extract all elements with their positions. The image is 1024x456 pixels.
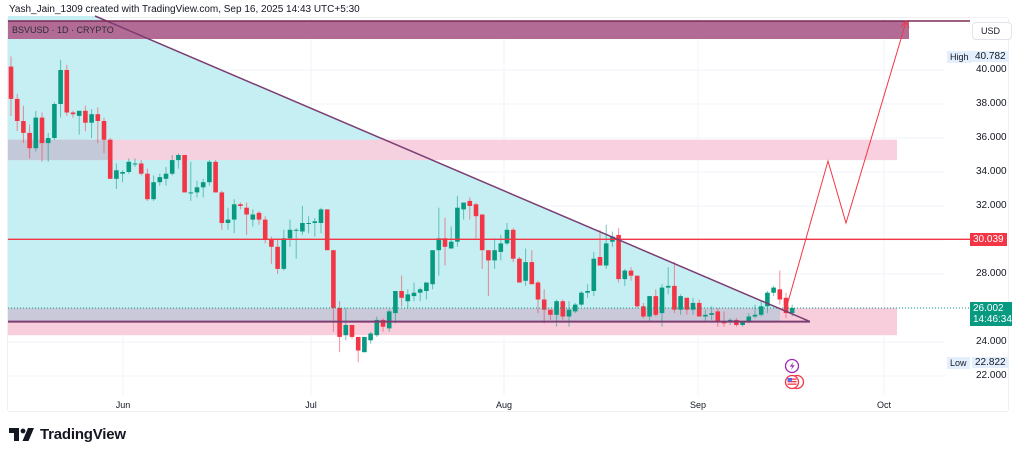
tradingview-logo[interactable]: TradingView bbox=[9, 426, 126, 443]
triangle-upper-trendline[interactable] bbox=[94, 15, 811, 323]
low-value: 22.822 bbox=[972, 357, 1009, 368]
time-tick: Oct bbox=[876, 400, 892, 410]
candles bbox=[8, 56, 795, 363]
price-tick: 22.000 bbox=[976, 370, 1007, 381]
time-tick: Sep bbox=[689, 400, 707, 410]
time-tick: Aug bbox=[495, 400, 513, 410]
last-price-value: 26.002 bbox=[973, 303, 1004, 314]
currency-button[interactable]: USD bbox=[972, 22, 1012, 40]
price-tick: 24.000 bbox=[976, 336, 1007, 347]
symbol-label[interactable]: BSVUSD · 1D · CRYPTO bbox=[12, 25, 114, 35]
attribution-text: Yash_Jain_1309 created with TradingView.… bbox=[9, 4, 360, 15]
us-flag-event-icon[interactable] bbox=[784, 374, 805, 390]
resistance-zone bbox=[8, 139, 897, 161]
price-tick: 32.000 bbox=[976, 200, 1007, 211]
high-label: High bbox=[947, 51, 972, 63]
resistance-price-tag: 30.039 bbox=[970, 233, 1007, 246]
price-tick: 38.000 bbox=[976, 98, 1007, 109]
price-tick: 36.000 bbox=[976, 132, 1007, 143]
last-price-tag: 26.002 14:46:34 bbox=[970, 302, 1012, 326]
price-tick: 40.000 bbox=[976, 64, 1007, 75]
lightning-event-icon[interactable] bbox=[784, 358, 800, 374]
price-tick: 28.000 bbox=[976, 268, 1007, 279]
low-label: Low bbox=[947, 357, 970, 369]
bar-countdown: 14:46:34 bbox=[973, 314, 1012, 325]
top-supply-zone bbox=[8, 21, 909, 39]
time-tick: Jul bbox=[305, 400, 317, 410]
currency-label: USD bbox=[981, 26, 1001, 36]
projection-arrow-icon bbox=[900, 20, 910, 29]
descending-triangle-fill bbox=[8, 16, 810, 322]
brand-name: TradingView bbox=[40, 426, 126, 443]
time-tick: Jun bbox=[115, 400, 131, 410]
projection-path[interactable] bbox=[785, 21, 907, 310]
high-value: 40.782 bbox=[972, 51, 1009, 62]
price-tick: 34.000 bbox=[976, 166, 1007, 177]
tradingview-logo-icon bbox=[9, 427, 34, 441]
support-zone-grey bbox=[8, 308, 780, 322]
